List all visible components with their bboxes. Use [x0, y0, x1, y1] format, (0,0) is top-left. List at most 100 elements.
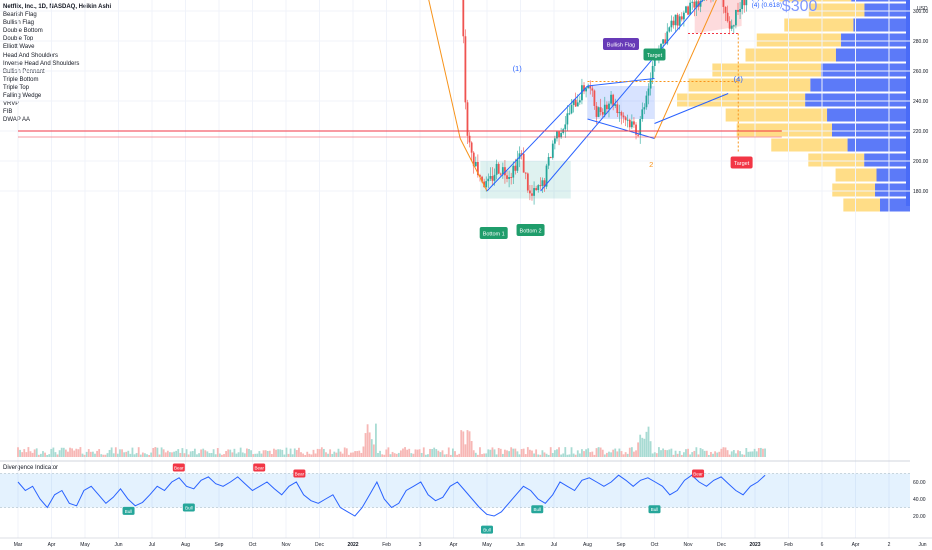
candle[interactable]	[728, 21, 731, 29]
candle[interactable]	[674, 14, 677, 26]
candle[interactable]	[620, 112, 623, 116]
legend-item[interactable]: Triple Top	[3, 84, 30, 91]
candle[interactable]	[535, 188, 538, 191]
candle[interactable]	[529, 190, 531, 194]
candle[interactable]	[697, 1, 700, 7]
candle[interactable]	[624, 117, 627, 121]
candle[interactable]	[512, 165, 515, 178]
candle[interactable]	[639, 119, 642, 135]
candle[interactable]	[566, 113, 569, 125]
candle[interactable]	[622, 115, 625, 118]
candle[interactable]	[743, 0, 746, 6]
candle[interactable]	[464, 36, 467, 103]
candle[interactable]	[691, 1, 694, 3]
candle[interactable]	[635, 124, 637, 135]
candle[interactable]	[666, 31, 669, 44]
candle[interactable]	[664, 39, 667, 44]
bull-marker[interactable]	[481, 525, 493, 534]
bull-marker[interactable]	[122, 506, 135, 515]
candle[interactable]	[641, 109, 644, 120]
candle[interactable]	[595, 105, 598, 117]
candle[interactable]	[730, 25, 733, 29]
legend-item[interactable]: VRVP	[3, 101, 20, 108]
bear-marker[interactable]	[253, 463, 266, 472]
candle[interactable]	[543, 180, 546, 187]
candle[interactable]	[597, 107, 600, 117]
candle[interactable]	[508, 177, 510, 179]
candle[interactable]	[551, 143, 554, 158]
candle[interactable]	[745, 0, 748, 6]
candle[interactable]	[606, 104, 608, 110]
bottom-tag[interactable]	[479, 227, 508, 239]
candle[interactable]	[581, 85, 583, 101]
legend-item[interactable]: Falling Wedge	[3, 93, 42, 100]
candle[interactable]	[568, 113, 571, 115]
candle[interactable]	[732, 25, 735, 27]
candle[interactable]	[678, 16, 681, 26]
target-tag[interactable]	[643, 48, 666, 61]
candle[interactable]	[504, 167, 506, 176]
legend-item[interactable]: FIB	[3, 109, 13, 116]
candle[interactable]	[522, 153, 525, 173]
candle[interactable]	[514, 165, 517, 171]
candle[interactable]	[547, 157, 550, 166]
candle[interactable]	[572, 99, 575, 105]
legend-item[interactable]: Head And Shoulders	[3, 52, 59, 59]
candle[interactable]	[608, 103, 610, 110]
candle[interactable]	[462, 0, 465, 37]
candle[interactable]	[549, 157, 552, 159]
candle[interactable]	[601, 112, 604, 115]
candle[interactable]	[591, 88, 594, 91]
candle[interactable]	[612, 94, 615, 106]
candle[interactable]	[687, 6, 689, 15]
candle[interactable]	[651, 65, 654, 79]
candle[interactable]	[553, 138, 556, 144]
legend-item[interactable]: Inverse Head And Shoulders	[3, 60, 80, 67]
candle[interactable]	[560, 133, 563, 138]
candle[interactable]	[739, 9, 741, 12]
candle[interactable]	[564, 124, 567, 130]
candle[interactable]	[672, 20, 675, 26]
candle[interactable]	[695, 1, 698, 8]
candle[interactable]	[726, 12, 729, 22]
candle[interactable]	[614, 104, 617, 106]
candle[interactable]	[506, 175, 508, 179]
candle[interactable]	[662, 39, 664, 44]
candle[interactable]	[526, 173, 529, 191]
candle[interactable]	[479, 175, 481, 177]
candle[interactable]	[497, 163, 500, 174]
candle[interactable]	[645, 95, 648, 108]
candle[interactable]	[487, 178, 490, 182]
candle[interactable]	[610, 94, 612, 104]
candle[interactable]	[556, 131, 558, 139]
candle[interactable]	[670, 20, 673, 28]
legend-item[interactable]: Triple Bottom	[3, 76, 39, 83]
bear-marker[interactable]	[293, 469, 306, 478]
candle[interactable]	[724, 6, 727, 13]
candle[interactable]	[510, 177, 513, 179]
legend-item[interactable]: Bearish Flag	[3, 12, 37, 19]
candle[interactable]	[541, 180, 544, 186]
candle[interactable]	[468, 135, 471, 143]
candle[interactable]	[524, 172, 527, 174]
candle[interactable]	[558, 131, 560, 138]
candle[interactable]	[676, 14, 679, 26]
candle[interactable]	[474, 161, 477, 167]
bear-marker[interactable]	[172, 463, 185, 472]
candle[interactable]	[516, 158, 519, 171]
bullish-flag-tag[interactable]	[603, 38, 639, 50]
candle[interactable]	[630, 121, 633, 128]
candle[interactable]	[699, 0, 702, 7]
legend-item[interactable]: Elliott Wave	[3, 44, 35, 51]
bull-marker[interactable]	[531, 505, 544, 514]
bottom-tag[interactable]	[516, 224, 545, 236]
candle[interactable]	[472, 152, 475, 167]
candle[interactable]	[693, 1, 696, 8]
candle[interactable]	[643, 107, 646, 110]
candle[interactable]	[599, 107, 602, 113]
candle[interactable]	[626, 119, 629, 121]
candle[interactable]	[489, 176, 492, 179]
candle[interactable]	[495, 163, 498, 175]
candle[interactable]	[539, 185, 542, 187]
